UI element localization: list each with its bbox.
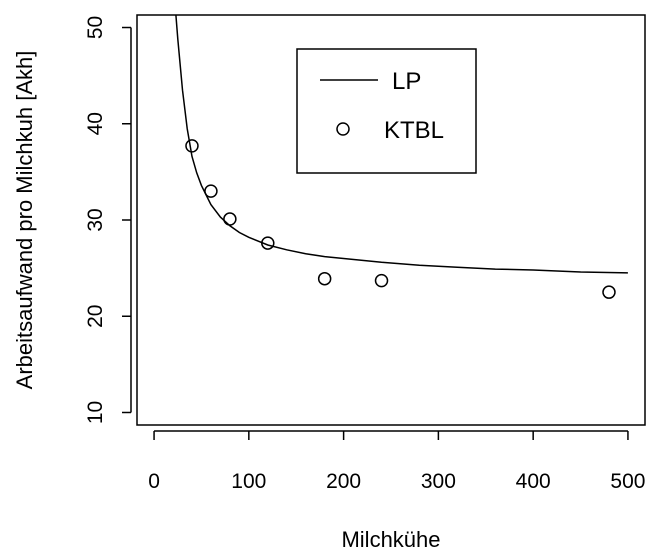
x-tick-label: 0: [148, 470, 160, 493]
y-axis: 10 20 30 40 50: [84, 16, 132, 424]
x-tick-label: 100: [231, 470, 266, 493]
data-point-ktbl: [602, 285, 616, 299]
data-point-ktbl: [261, 236, 275, 250]
plot-frame: [136, 14, 646, 426]
legend-box: [296, 48, 477, 174]
y-axis-label: Arbeitsaufwand pro Milchkuh [Akh]: [12, 51, 37, 390]
x-tick-label: 300: [421, 470, 456, 493]
y-tick-label: 40: [84, 112, 107, 135]
data-point-ktbl: [374, 273, 389, 288]
legend-circle-symbol: [336, 122, 350, 136]
plot-area: [175, 14, 628, 299]
data-point-ktbl: [204, 184, 218, 198]
data-point-ktbl: [317, 271, 332, 286]
data-point-ktbl: [223, 212, 237, 226]
legend: LP KTBL: [296, 48, 477, 174]
x-tick-label: 400: [516, 470, 551, 493]
legend-label-lp: LP: [392, 68, 421, 95]
x-axis-label: Milchkühe: [341, 527, 440, 552]
legend-label-ktbl: KTBL: [384, 117, 444, 144]
y-tick-label: 30: [84, 208, 107, 231]
x-axis: 0 100 200 300 400 500: [148, 430, 645, 493]
y-tick-label: 10: [84, 401, 107, 424]
x-tick-label: 200: [326, 470, 361, 493]
x-tick-label: 500: [610, 470, 645, 493]
y-tick-label: 50: [84, 16, 107, 39]
y-tick-label: 20: [84, 305, 107, 328]
data-point-ktbl: [185, 139, 199, 153]
